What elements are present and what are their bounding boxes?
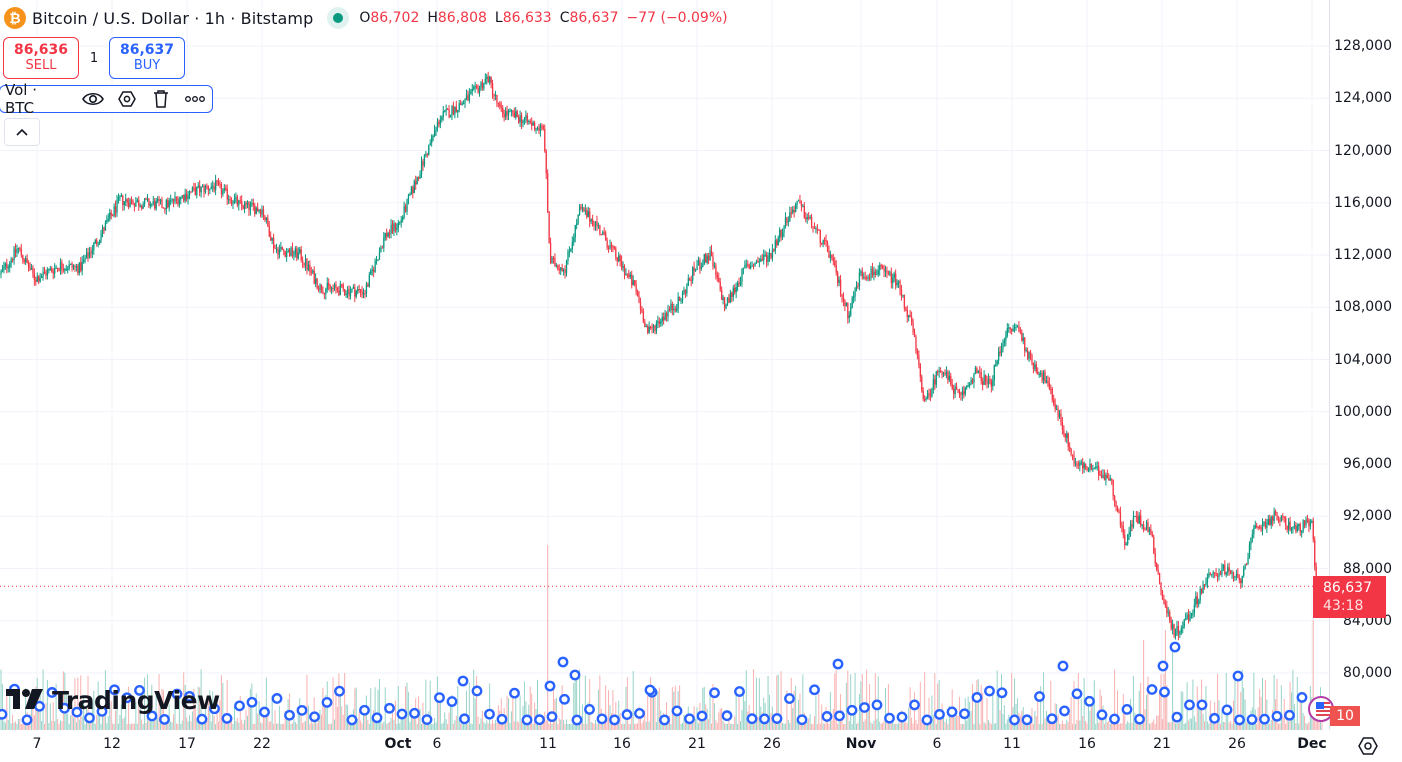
- sell-label: SELL: [25, 58, 57, 73]
- market-open-status-icon[interactable]: [327, 7, 350, 29]
- symbol-legend: ₿ Bitcoin / U.S. Dollar · 1h · Bitstamp …: [4, 6, 728, 30]
- last-price-label: 86,637 43:18: [1313, 576, 1386, 618]
- volume-value-label: 10: [1330, 706, 1360, 726]
- price-axis-label: 100,000: [1334, 403, 1392, 420]
- volume-indicator-legend[interactable]: Vol · BTC: [0, 81, 213, 117]
- chevron-up-icon: [16, 128, 28, 136]
- time-axis-label: 21: [688, 736, 706, 752]
- time-axis-label: 16: [1078, 736, 1096, 752]
- us-economic-event-icon[interactable]: [1308, 696, 1334, 722]
- trading-panel: 86,636 SELL 1 86,637 BUY: [3, 37, 185, 79]
- price-axis-label: 128,000: [1334, 38, 1392, 54]
- time-axis-label: 11: [1003, 736, 1021, 752]
- chart-settings-button[interactable]: [1356, 734, 1380, 758]
- time-axis-label: 21: [1153, 736, 1171, 752]
- settings-hexagon-icon[interactable]: [110, 90, 144, 108]
- time-axis-label: 12: [103, 736, 121, 752]
- bar-countdown: 43:18: [1323, 598, 1364, 614]
- low-value: 86,633: [502, 10, 552, 26]
- open-value: 86,702: [370, 10, 420, 26]
- time-axis-label: 6: [932, 736, 942, 752]
- bitcoin-icon: ₿: [4, 7, 26, 29]
- tradingview-mark-icon: [6, 687, 44, 715]
- price-axis-label: 92,000: [1343, 508, 1392, 525]
- volume-indicator-label: Vol · BTC: [5, 81, 37, 117]
- price-axis-label: 80,000: [1343, 665, 1392, 681]
- tradingview-logo[interactable]: TradingView: [6, 686, 220, 715]
- settings-hexagon-icon: [1358, 737, 1378, 755]
- event-markers[interactable]: [0, 641, 1308, 726]
- eye-icon[interactable]: [77, 91, 111, 107]
- symbol-title[interactable]: Bitcoin / U.S. Dollar · 1h · Bitstamp: [32, 8, 314, 28]
- buy-button[interactable]: 86,637 BUY: [109, 37, 185, 79]
- last-price-value: 86,637: [1323, 580, 1372, 596]
- price-axis-label: 120,000: [1334, 142, 1392, 159]
- sell-button[interactable]: 86,636 SELL: [3, 37, 79, 79]
- high-label: H: [427, 10, 438, 26]
- buy-label: BUY: [133, 58, 161, 73]
- sell-price: 86,636: [13, 42, 69, 58]
- price-axis-label: 104,000: [1334, 351, 1392, 368]
- close-value: 86,637: [569, 10, 619, 26]
- price-axis-label: 96,000: [1343, 456, 1392, 472]
- quantity-value[interactable]: 1: [89, 50, 99, 66]
- price-axis-label: 124,000: [1334, 90, 1392, 107]
- high-value: 86,808: [437, 10, 487, 26]
- price-axis-label: 88,000: [1343, 560, 1392, 577]
- collapse-legend-button[interactable]: [4, 118, 40, 146]
- time-axis-label: 7: [32, 736, 42, 752]
- time-axis-label: Nov: [845, 736, 877, 752]
- candlestick-series: [0, 71, 1323, 641]
- more-icon[interactable]: [178, 95, 212, 103]
- trash-icon[interactable]: [144, 90, 178, 108]
- open-label: O: [359, 10, 371, 26]
- chart-grid: [0, 0, 1330, 730]
- price-axis-label: 112,000: [1334, 247, 1392, 263]
- tradingview-wordmark: TradingView: [52, 686, 220, 715]
- time-axis[interactable]: 7 12 17 22 Oct 6 11 16 21 26 Nov 6 11 16 21 26 Dec: [0, 730, 1330, 762]
- close-label: C: [559, 10, 570, 26]
- price-axis-label: 116,000: [1334, 194, 1392, 211]
- time-axis-label: 26: [763, 736, 781, 752]
- time-axis-label: 6: [432, 736, 442, 752]
- time-axis-label: Dec: [1297, 736, 1327, 752]
- time-axis-label: 11: [539, 736, 557, 752]
- change-value: −77 (−0.09%): [626, 10, 728, 26]
- price-chart-canvas[interactable]: [0, 0, 1330, 730]
- buy-price: 86,637: [119, 42, 175, 58]
- ohlc-values: O86,702 H86,808 L86,633 C86,637 −77 (−0.…: [359, 10, 727, 26]
- low-label: L: [494, 10, 503, 26]
- time-axis-label: 16: [613, 736, 631, 752]
- time-axis-label: 26: [1228, 736, 1246, 752]
- price-axis[interactable]: 128,000 124,000 120,000 116,000 112,000 108,0…: [1330, 0, 1402, 730]
- time-axis-label: 17: [178, 736, 196, 752]
- time-axis-label: 22: [253, 736, 271, 752]
- price-axis-label: 108,000: [1334, 299, 1392, 316]
- time-axis-label: Oct: [384, 736, 412, 752]
